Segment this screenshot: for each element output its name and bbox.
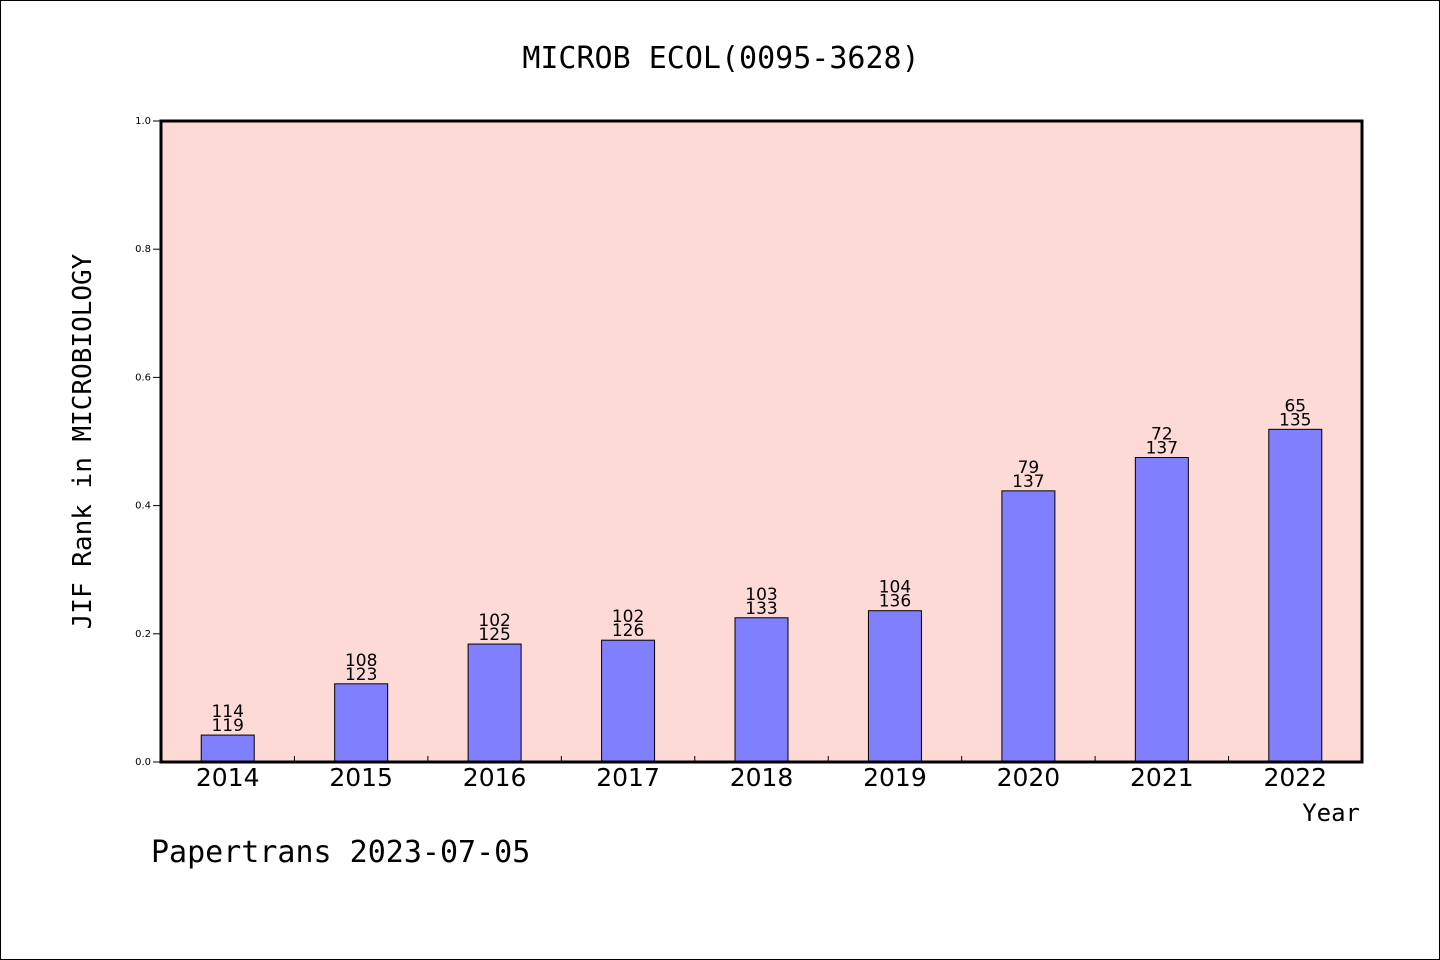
- x-tick-label: 2022: [1263, 763, 1327, 792]
- bar-total-label: 137: [1146, 439, 1178, 459]
- x-tick-label: 2014: [196, 763, 260, 792]
- y-tick-label: 0.4: [135, 501, 151, 512]
- bar-total-label: 135: [1279, 410, 1311, 430]
- bar-2021: [1134, 457, 1189, 763]
- x-tick-label: 2021: [1130, 763, 1194, 792]
- bar-rank-label: 114: [211, 702, 243, 722]
- bar-total-label: 137: [1012, 472, 1044, 492]
- x-tick-label: 2017: [596, 763, 660, 792]
- y-tick-label: 0.6: [135, 372, 151, 383]
- bar-total-label: 119: [211, 716, 243, 736]
- chart-title: MICROB ECOL(0095-3628): [522, 41, 919, 76]
- bar-rank-label: 102: [612, 607, 644, 627]
- bar-rank-label: 102: [478, 611, 510, 631]
- plot-border: [159, 119, 1364, 764]
- bars-layer: 1141191081231021251021261031331041367913…: [200, 396, 1323, 763]
- bar-2018: [734, 617, 789, 763]
- bar-rank-label: 72: [1151, 425, 1173, 445]
- bar-2020: [1001, 490, 1056, 763]
- ticks-layer: 2014 2015 2016 2017 2018 2019 2020 2021 2022 0.0 0…: [135, 116, 1327, 792]
- x-tick-label: 2016: [463, 763, 527, 792]
- y-tick-label: 1.0: [135, 116, 151, 127]
- bar-2015: [334, 683, 389, 763]
- x-tick-label: 2018: [730, 763, 794, 792]
- bar-rank-label: 79: [1018, 458, 1040, 478]
- x-tick-label: 2020: [997, 763, 1061, 792]
- bar-total-label: 126: [612, 621, 644, 641]
- bar-2016: [467, 643, 522, 763]
- x-tick-label: 2019: [863, 763, 927, 792]
- x-tick-label: 2015: [329, 763, 393, 792]
- bar-rank-label: 103: [745, 585, 777, 605]
- footer-caption: Papertrans 2023-07-05: [151, 835, 531, 870]
- bar-2022: [1268, 428, 1323, 763]
- bar-2019: [867, 610, 922, 763]
- y-tick-label: 0.8: [135, 244, 151, 255]
- y-tick-label: 0.2: [135, 629, 151, 640]
- bar-total-label: 136: [879, 592, 911, 612]
- bar-total-label: 125: [478, 625, 510, 645]
- bar-total-label: 133: [745, 599, 777, 619]
- bar-rank-label: 108: [345, 651, 377, 671]
- y-axis-label: JIF Rank in MICROBIOLOGY: [68, 253, 98, 629]
- bar-2014: [200, 734, 255, 763]
- y-tick-label: 0.0: [135, 757, 151, 768]
- bar-total-label: 123: [345, 665, 377, 685]
- x-axis-label: Year: [1302, 799, 1360, 827]
- bar-rank-label: 104: [879, 578, 911, 598]
- bar-rank-label: 65: [1284, 396, 1306, 416]
- bar-2017: [601, 639, 656, 763]
